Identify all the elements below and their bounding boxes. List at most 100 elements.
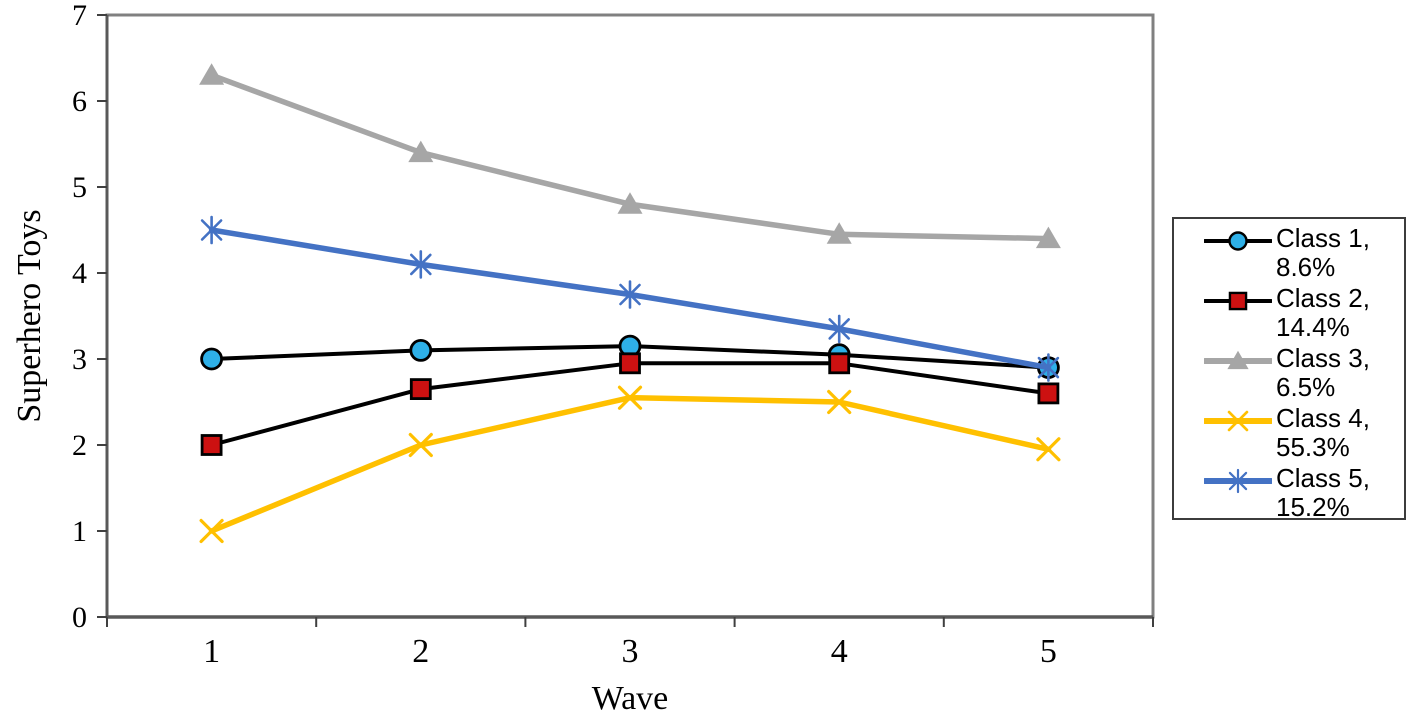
marker-shape	[409, 250, 432, 279]
legend-label-line: 8.6%	[1276, 252, 1336, 282]
series-5-marker	[1037, 353, 1060, 382]
marker-shape	[828, 314, 851, 344]
legend-label-line: 14.4%	[1276, 312, 1350, 342]
y-tick-label: 5	[72, 171, 87, 204]
legend-label-line: 55.3%	[1276, 432, 1350, 462]
marker-shape	[1228, 231, 1248, 251]
marker-shape	[619, 280, 641, 309]
legend-key-class-1-icon	[1204, 231, 1272, 251]
legend-key-class-3-icon	[1204, 350, 1272, 370]
marker-shape	[200, 215, 223, 245]
marker-shape	[1227, 410, 1249, 432]
marker-shape	[408, 140, 434, 163]
legend-key-class-4-icon	[1204, 410, 1272, 432]
y-tick-label: 3	[72, 343, 87, 376]
y-tick-label: 1	[72, 515, 87, 548]
y-tick-label: 6	[72, 85, 87, 118]
legend-label-line: Class 2,	[1276, 283, 1370, 313]
series-2-marker	[1037, 382, 1060, 405]
series-3-marker	[199, 63, 225, 85]
legend-label-line: 6.5%	[1276, 372, 1336, 402]
y-tick-label: 0	[72, 601, 87, 634]
series-line-4	[208, 394, 1052, 534]
marker-shape	[1037, 353, 1060, 382]
marker-shape	[828, 352, 851, 375]
legend-label-class-4: Class 4, 55.3%	[1276, 404, 1370, 462]
x-tick-label: 3	[622, 633, 639, 670]
series-4-marker	[408, 432, 433, 458]
legend-label-line: 15.2%	[1276, 492, 1350, 522]
marker-shape	[1227, 350, 1249, 370]
legend-key-class-5-icon	[1204, 468, 1272, 494]
marker-shape	[826, 222, 852, 244]
series-1-marker	[409, 338, 433, 362]
marker-shape	[200, 434, 223, 456]
x-tick-label: 1	[203, 633, 220, 670]
marker-shape	[827, 389, 852, 415]
series-line-3	[208, 72, 1052, 242]
marker-shape	[409, 338, 433, 362]
legend-label-class-2: Class 2, 14.4%	[1276, 284, 1370, 342]
x-axis-title: Wave	[591, 680, 669, 717]
series-1-marker	[200, 347, 224, 371]
marker-shape	[200, 347, 224, 371]
legend-key-marker	[1227, 410, 1249, 432]
series-5-marker	[619, 280, 641, 309]
legend-label-class-1: Class 1, 8.6%	[1276, 224, 1370, 282]
plot-border	[105, 13, 1155, 619]
series-4-marker	[199, 518, 224, 544]
y-tick-label: 4	[72, 257, 87, 290]
legend-key-class-2-icon	[1204, 291, 1272, 311]
legend-key-marker	[1228, 231, 1248, 251]
series-3-marker	[1035, 226, 1061, 249]
marker-shape	[1228, 468, 1248, 494]
marker-shape	[199, 518, 224, 544]
series-3-marker	[617, 192, 643, 214]
legend-key-marker	[1228, 291, 1248, 311]
series-5-marker	[828, 314, 851, 344]
legend: Class 1, 8.6% Class 2, 14.4% Class 3, 6.…	[1172, 217, 1406, 522]
legend-label-class-3: Class 3, 6.5%	[1276, 344, 1370, 402]
series-4-marker	[827, 389, 852, 415]
legend-item-class-1: Class 1, 8.6%	[1204, 224, 1404, 284]
legend-label-line: Class 4,	[1276, 403, 1370, 433]
series-line-2	[209, 361, 1051, 447]
legend-label-class-5: Class 5, 15.2%	[1276, 464, 1370, 522]
marker-shape	[617, 192, 643, 214]
marker-shape	[1228, 291, 1248, 311]
series-2-marker	[619, 352, 641, 375]
marker-shape	[619, 352, 641, 375]
legend-key-marker	[1228, 468, 1248, 494]
series-5-marker	[200, 215, 223, 245]
legend-item-class-3: Class 3, 6.5%	[1204, 344, 1404, 404]
legend-item-class-5: Class 5, 15.2%	[1204, 464, 1404, 524]
series-2-marker	[828, 352, 851, 375]
series-3-marker	[408, 140, 434, 163]
x-tick-label: 4	[831, 633, 848, 670]
series-4-marker	[617, 385, 643, 410]
legend-label-line: Class 1,	[1276, 223, 1370, 253]
legend-item-class-2: Class 2, 14.4%	[1204, 284, 1404, 344]
marker-shape	[1037, 382, 1060, 405]
series-5-marker	[409, 250, 432, 279]
legend-item-class-4: Class 4, 55.3%	[1204, 404, 1404, 464]
x-tick-label: 5	[1040, 633, 1057, 670]
marker-shape	[199, 63, 225, 85]
marker-shape	[1035, 226, 1061, 249]
marker-shape	[408, 432, 433, 458]
y-axis-title: Superhero Toys	[11, 209, 48, 423]
y-tick-label: 2	[72, 429, 87, 462]
marker-shape	[617, 385, 643, 410]
y-tick-label: 7	[72, 0, 87, 32]
series-4-marker	[1036, 437, 1061, 462]
legend-label-line: Class 3,	[1276, 343, 1370, 373]
series-3-marker	[826, 222, 852, 244]
marker-shape	[409, 378, 432, 401]
x-tick-label: 2	[412, 633, 429, 670]
marker-shape	[1036, 437, 1061, 462]
series-2-marker	[409, 378, 432, 401]
legend-key-marker	[1227, 350, 1249, 370]
series-2-marker	[200, 434, 223, 456]
